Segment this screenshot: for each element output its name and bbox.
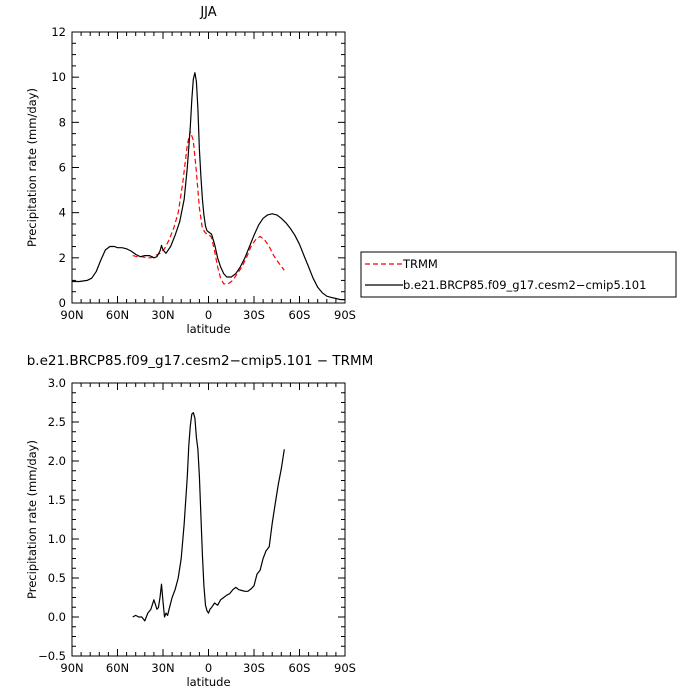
plot-frame <box>71 31 346 304</box>
legend: TRMM b.e21.BRCP85.f09_g17.cesm2−cmip5.101 <box>360 251 677 298</box>
chart-top: JJA 0 2 4 6 8 10 12 90N 60N 30N 0 30S 60S 90S latitude P… <box>25 5 356 336</box>
x-tick-label: 0 <box>205 661 212 675</box>
y-tick-label: 10 <box>51 70 66 84</box>
legend-label: b.e21.BRCP85.f09_g17.cesm2−cmip5.101 <box>403 278 646 292</box>
y-tick-label: 0.5 <box>48 571 66 585</box>
y-tick-label: 1.5 <box>48 493 66 507</box>
y-tick-label: 2 <box>59 251 66 265</box>
y-tick-label: 6 <box>59 161 66 175</box>
x-tick-label: 0 <box>205 308 212 322</box>
x-tick-label: 60S <box>289 308 311 322</box>
legend-box <box>360 251 677 298</box>
x-tick-label: 90S <box>334 308 356 322</box>
series-line-b-e21-brcp85-f09-g17-cesm2-cmip5-101 <box>72 72 345 301</box>
y-tick-label: 8 <box>59 115 66 129</box>
chart-bottom: b.e21.BRCP85.f09_g17.cesm2−cmip5.101 − T… <box>25 353 373 689</box>
x-tick-label: 90N <box>60 661 83 675</box>
x-axis-label: latitude <box>186 322 230 336</box>
series-line-0 <box>132 412 285 622</box>
legend-label: TRMM <box>402 257 438 271</box>
y-tick-label: 2.5 <box>48 415 66 429</box>
y-tick-label: −0.5 <box>38 649 66 663</box>
x-tick-label: 90S <box>334 661 356 675</box>
chart-title: b.e21.BRCP85.f09_g17.cesm2−cmip5.101 − T… <box>27 353 374 369</box>
plot-frame <box>71 382 346 657</box>
x-tick-label: 60S <box>289 661 311 675</box>
y-tick-label: 1.0 <box>48 532 66 546</box>
y-tick-label: 12 <box>51 25 66 39</box>
x-tick-label: 30S <box>243 308 265 322</box>
chart-title: JJA <box>199 5 216 20</box>
y-tick-label: 0.0 <box>48 610 66 624</box>
x-tick-label: 30N <box>151 661 174 675</box>
y-axis-label: Precipitation rate (mm/day) <box>25 88 39 247</box>
x-axis-label: latitude <box>186 675 230 689</box>
x-tick-label: 90N <box>60 308 83 322</box>
y-tick-label: 2.0 <box>48 454 66 468</box>
x-tick-label: 30N <box>151 308 174 322</box>
series-line-trmm <box>132 130 285 285</box>
x-tick-label: 30S <box>243 661 265 675</box>
y-axis-label: Precipitation rate (mm/day) <box>25 440 39 599</box>
x-tick-label: 60N <box>106 308 129 322</box>
y-tick-label: 4 <box>59 206 66 220</box>
y-tick-label: 3.0 <box>48 376 66 390</box>
y-tick-label: 0 <box>59 296 66 310</box>
x-tick-label: 60N <box>106 661 129 675</box>
